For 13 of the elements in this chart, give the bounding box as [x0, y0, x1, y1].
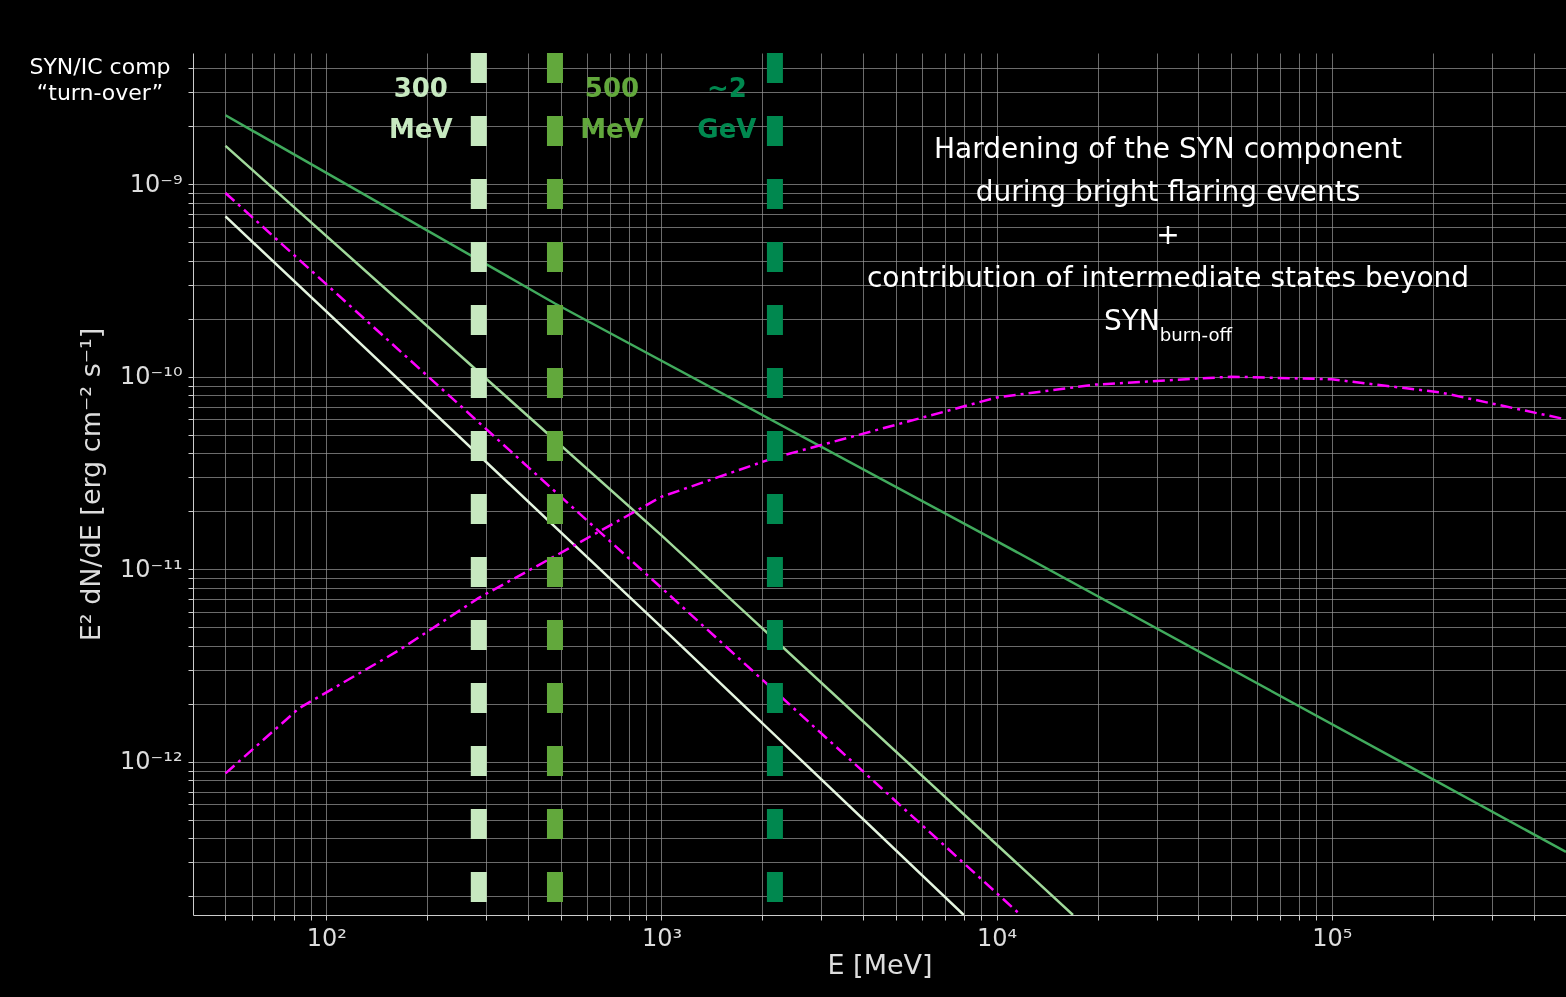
ref-line-label: 300 MeV	[388, 73, 453, 144]
x-axis-title: E [MeV]	[827, 948, 933, 980]
x-tick-label: 10³	[641, 923, 683, 952]
annotation: Hardening of the SYN component during bright flaring events + contribution of intermediate states beyond SYN$_{burn-off}$	[866, 132, 1470, 345]
x-tick-label: 10²	[306, 923, 347, 952]
text: SYN/IC comp “turn-over”	[29, 54, 171, 105]
x-tick-label: 10⁵	[1312, 923, 1353, 952]
y-tick-label: 10⁻¹¹	[120, 554, 183, 583]
y-tick-label: 10⁻⁹	[129, 169, 183, 198]
y-tick-label: 10⁻¹²	[120, 747, 183, 776]
y-axis-title: E² dN/dE [erg cm⁻² s⁻¹]	[75, 327, 107, 642]
y-tick-label: 10⁻¹⁰	[120, 362, 183, 391]
x-tick-label: 10⁴	[977, 923, 1018, 952]
